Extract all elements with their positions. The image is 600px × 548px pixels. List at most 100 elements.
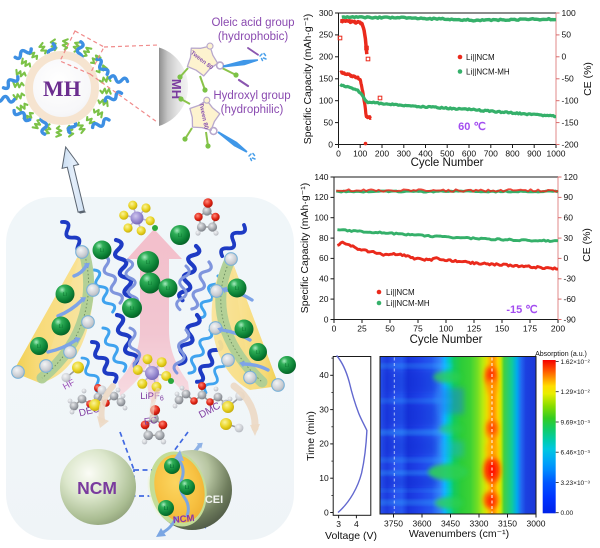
svg-text:1000: 1000 [547, 149, 566, 159]
svg-text:-15 ℃: -15 ℃ [506, 304, 537, 316]
svg-text:75: 75 [413, 324, 423, 334]
svg-text:Li: Li [63, 292, 67, 298]
svg-text:(hydrophilic): (hydrophilic) [221, 104, 284, 116]
svg-text:90: 90 [564, 192, 574, 202]
svg-text:0: 0 [324, 314, 329, 324]
svg-text:Specific Capacity (mAh·g⁻¹): Specific Capacity (mAh·g⁻¹) [302, 14, 314, 144]
svg-text:0: 0 [336, 149, 341, 159]
svg-text:20: 20 [319, 294, 329, 304]
svg-text:Voltage (V): Voltage (V) [325, 530, 377, 542]
svg-text:MH: MH [169, 79, 184, 99]
svg-text:0: 0 [564, 253, 569, 263]
svg-text:40: 40 [319, 274, 329, 284]
svg-text:80: 80 [319, 233, 329, 243]
svg-text:Tween 80: Tween 80 [197, 103, 209, 131]
svg-text:1.29×10⁻²: 1.29×10⁻² [561, 389, 591, 396]
svg-text:0: 0 [324, 507, 329, 517]
svg-text:Li: Li [100, 248, 104, 254]
svg-text:Cycle Number: Cycle Number [410, 334, 483, 346]
svg-text:500: 500 [440, 149, 454, 159]
svg-text:300: 300 [319, 8, 333, 18]
svg-text:Time (min): Time (min) [305, 411, 317, 461]
svg-text:400: 400 [418, 149, 432, 159]
svg-text:Li: Li [164, 506, 168, 512]
svg-text:800: 800 [505, 149, 519, 159]
svg-text:0: 0 [332, 324, 337, 334]
svg-text:100: 100 [562, 8, 576, 18]
svg-text:3300: 3300 [470, 519, 489, 529]
svg-text:Li: Li [37, 344, 41, 350]
svg-text:300: 300 [397, 149, 411, 159]
svg-text:Li||NCM-MH: Li||NCM-MH [466, 68, 510, 77]
svg-text:50: 50 [385, 324, 395, 334]
svg-text:Cycle Number: Cycle Number [411, 157, 484, 169]
svg-text:175: 175 [523, 324, 537, 334]
svg-text:Li: Li [146, 260, 150, 266]
svg-text:Li: Li [166, 286, 170, 292]
svg-text:-60: -60 [564, 294, 577, 304]
svg-text:Li: Li [256, 350, 260, 356]
svg-text:60: 60 [319, 253, 329, 263]
svg-text:-50: -50 [562, 74, 575, 84]
svg-text:60 ℃: 60 ℃ [458, 121, 486, 133]
svg-text:(hydrophobic): (hydrophobic) [218, 31, 288, 43]
svg-text:3: 3 [336, 519, 341, 529]
svg-text:700: 700 [484, 149, 498, 159]
svg-text:30: 30 [564, 233, 574, 243]
svg-text:4: 4 [354, 519, 359, 529]
svg-text:50: 50 [562, 30, 572, 40]
svg-text:CE (%): CE (%) [581, 228, 593, 262]
svg-text:0: 0 [328, 139, 333, 149]
svg-text:-100: -100 [562, 96, 579, 106]
svg-text:120: 120 [564, 172, 578, 182]
svg-text:3150: 3150 [498, 519, 517, 529]
svg-text:600: 600 [462, 149, 476, 159]
svg-text:60: 60 [564, 213, 574, 223]
svg-text:EC: EC [143, 415, 158, 428]
svg-text:-30: -30 [564, 274, 577, 284]
svg-text:0.00: 0.00 [561, 510, 574, 517]
svg-text:Hydroxyl group: Hydroxyl group [213, 90, 290, 102]
svg-text:Li: Li [59, 324, 63, 330]
svg-text:Li: Li [170, 464, 174, 470]
svg-text:Absorption (a.u.): Absorption (a.u.) [535, 351, 587, 358]
svg-text:3450: 3450 [441, 519, 460, 529]
svg-text:10: 10 [319, 473, 329, 483]
svg-text:100: 100 [353, 149, 367, 159]
svg-text:Oleic acid group: Oleic acid group [211, 17, 294, 29]
svg-text:200: 200 [375, 149, 389, 159]
svg-text:100: 100 [319, 96, 333, 106]
svg-text:100: 100 [439, 324, 453, 334]
svg-text:Li: Li [148, 281, 152, 287]
svg-text:Li: Li [178, 233, 182, 239]
svg-text:9.69×10⁻³: 9.69×10⁻³ [561, 419, 591, 426]
svg-text:125: 125 [467, 324, 481, 334]
svg-text:CE (%): CE (%) [582, 62, 594, 96]
svg-text:0: 0 [562, 52, 567, 62]
svg-text:140: 140 [314, 172, 328, 182]
svg-text:3000: 3000 [527, 519, 546, 529]
svg-text:30: 30 [319, 404, 329, 414]
svg-text:150: 150 [495, 324, 509, 334]
svg-text:3600: 3600 [413, 519, 432, 529]
svg-text:Li: Li [285, 363, 289, 369]
svg-text:Wavenumbers (cm⁻¹): Wavenumbers (cm⁻¹) [409, 528, 509, 540]
svg-text:NCM: NCM [77, 478, 117, 498]
svg-text:Li: Li [130, 306, 134, 312]
svg-text:Li: Li [235, 286, 239, 292]
svg-text:40: 40 [319, 370, 329, 380]
svg-text:MH: MH [43, 76, 81, 101]
svg-text:50: 50 [324, 117, 334, 127]
svg-text:Li||NCM: Li||NCM [386, 288, 415, 297]
svg-text:Li||NCM: Li||NCM [466, 53, 495, 62]
svg-text:250: 250 [319, 30, 333, 40]
svg-text:6.46×10⁻³: 6.46×10⁻³ [561, 450, 591, 457]
svg-text:20: 20 [319, 439, 329, 449]
svg-text:3750: 3750 [384, 519, 403, 529]
svg-text:-150: -150 [562, 117, 579, 127]
svg-text:100: 100 [314, 213, 328, 223]
svg-text:Li||NCM-MH: Li||NCM-MH [386, 299, 430, 308]
svg-text:150: 150 [319, 74, 333, 84]
svg-text:120: 120 [314, 192, 328, 202]
svg-text:-90: -90 [564, 314, 577, 324]
